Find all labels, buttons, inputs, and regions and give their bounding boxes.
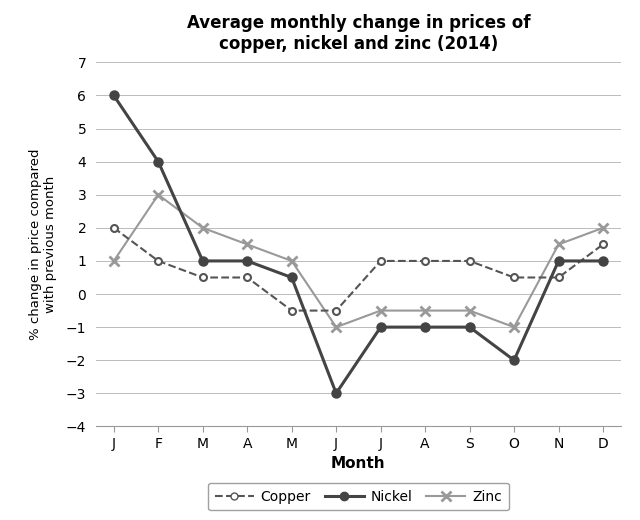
- Nickel: [421, 324, 429, 330]
- X-axis label: Month: Month: [331, 457, 386, 471]
- Nickel: [555, 258, 563, 264]
- Copper: [110, 225, 118, 231]
- Copper: [154, 258, 162, 264]
- Copper: [332, 307, 340, 314]
- Nickel: [243, 258, 251, 264]
- Line: Zinc: Zinc: [109, 190, 608, 332]
- Line: Copper: Copper: [110, 225, 607, 314]
- Copper: [421, 258, 429, 264]
- Nickel: [288, 275, 296, 281]
- Copper: [243, 275, 251, 281]
- Nickel: [332, 390, 340, 396]
- Nickel: [466, 324, 474, 330]
- Nickel: [599, 258, 607, 264]
- Title: Average monthly change in prices of
copper, nickel and zinc (2014): Average monthly change in prices of copp…: [187, 14, 530, 53]
- Copper: [288, 307, 296, 314]
- Zinc: [154, 192, 162, 198]
- Zinc: [421, 307, 429, 314]
- Zinc: [466, 307, 474, 314]
- Copper: [377, 258, 385, 264]
- Zinc: [332, 324, 340, 330]
- Zinc: [199, 225, 207, 231]
- Zinc: [288, 258, 296, 264]
- Copper: [510, 275, 518, 281]
- Line: Nickel: Nickel: [109, 92, 607, 397]
- Zinc: [243, 241, 251, 248]
- Copper: [599, 241, 607, 248]
- Copper: [466, 258, 474, 264]
- Copper: [199, 275, 207, 281]
- Y-axis label: % change in price compared
with previous month: % change in price compared with previous…: [29, 149, 58, 340]
- Nickel: [377, 324, 385, 330]
- Zinc: [599, 225, 607, 231]
- Nickel: [510, 357, 518, 363]
- Zinc: [555, 241, 563, 248]
- Zinc: [510, 324, 518, 330]
- Legend: Copper, Nickel, Zinc: Copper, Nickel, Zinc: [208, 483, 509, 511]
- Zinc: [110, 258, 118, 264]
- Nickel: [199, 258, 207, 264]
- Nickel: [154, 159, 162, 165]
- Nickel: [110, 93, 118, 99]
- Copper: [555, 275, 563, 281]
- Zinc: [377, 307, 385, 314]
